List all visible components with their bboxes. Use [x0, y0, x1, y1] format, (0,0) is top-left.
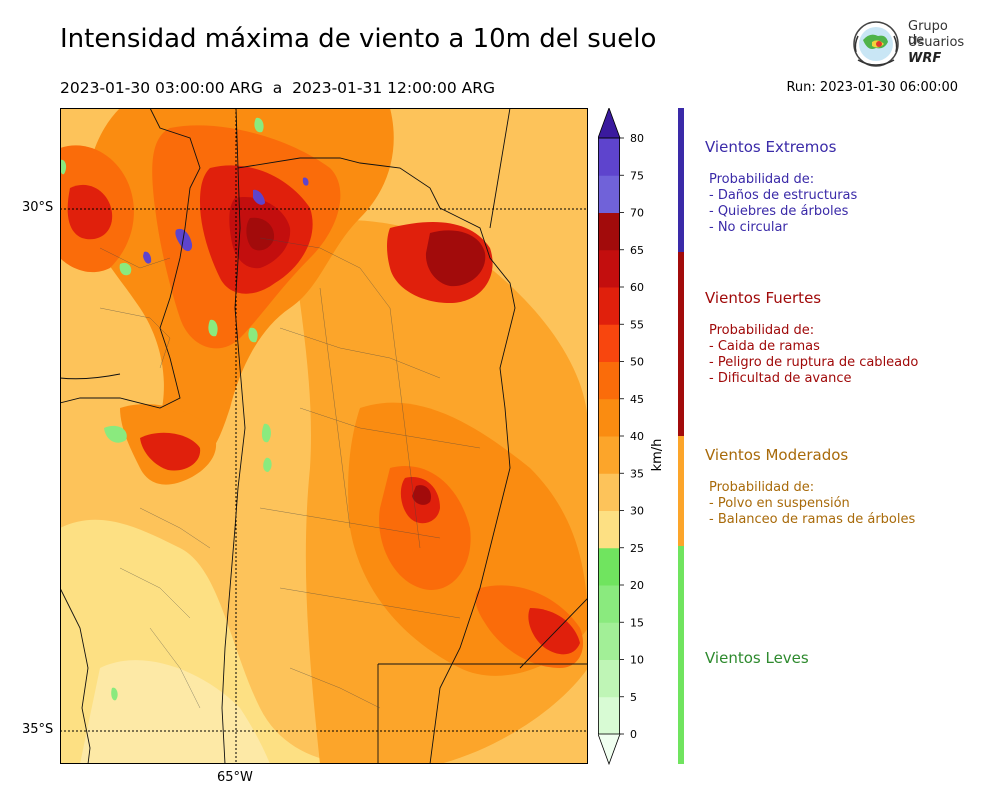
colorbar-tick-label: 10 — [630, 654, 644, 667]
colorbar-over-arrow — [598, 108, 621, 139]
legend-description-line: Probabilidad de: — [709, 172, 815, 187]
legend-description-line: - Peligro de ruptura de cableado — [709, 355, 919, 370]
globe-icon — [853, 21, 899, 67]
colorbar-segment — [598, 175, 620, 213]
colorbar-segment — [598, 585, 620, 623]
colorbar-segment — [598, 398, 620, 437]
legend-color-bar — [678, 436, 684, 546]
colorbar: 0 5 10 15 20 25 30 35 40 45 50 55 60 65 70 75 80 km/h — [598, 108, 665, 766]
colorbar-segment — [598, 510, 620, 549]
colorbar-segment — [598, 473, 620, 511]
colorbar-tick-label: 30 — [630, 505, 644, 518]
legend-description-line: - Daños de estructuras — [709, 188, 858, 203]
colorbar-tick-label: 50 — [630, 356, 644, 369]
colorbar-tick-label: 15 — [630, 616, 644, 629]
colorbar-segment — [598, 547, 620, 586]
chart-title: Intensidad máxima de viento a 10m del su… — [60, 24, 657, 54]
colorbar-tick-label: 45 — [630, 393, 644, 406]
colorbar-frame — [598, 137, 621, 735]
legend-color-bar — [678, 252, 684, 436]
colorbar-segment — [598, 361, 620, 400]
legend-description-line: - Polvo en suspensión — [709, 496, 850, 511]
legend-title: Vientos Moderados — [705, 446, 849, 464]
lon-label-65w: 65°W — [217, 770, 253, 785]
forecast-period: 2023-01-30 03:00:00 ARG a 2023-01-31 12:… — [60, 79, 496, 97]
legend-description-line: - Balanceo de ramas de árboles — [709, 512, 916, 527]
colorbar-tick-label: 20 — [630, 579, 644, 592]
colorbar-unit: km/h — [650, 439, 665, 472]
colorbar-tick-label: 80 — [630, 132, 644, 145]
legend-title: Vientos Leves — [705, 649, 809, 667]
lat-label-35s: 35°S — [22, 722, 54, 737]
logo-text-line1: Grupo de — [908, 19, 948, 48]
legend-title: Vientos Fuertes — [705, 289, 822, 307]
colorbar-tick-label: 0 — [630, 728, 637, 741]
colorbar-segment — [598, 324, 620, 362]
colorbar-segment — [598, 138, 620, 176]
colorbar-tick-label: 35 — [630, 467, 644, 480]
legend-description-line: Probabilidad de: — [709, 323, 815, 338]
colorbar-tick-label: 65 — [630, 244, 644, 257]
colorbar-segment — [598, 696, 620, 735]
wind-map — [60, 108, 588, 764]
colorbar-tick-label: 5 — [630, 691, 637, 704]
legend-description-line: - No circular — [709, 220, 788, 235]
colorbar-tick-label: 55 — [630, 318, 644, 331]
legend-description-line: - Dificultad de avance — [709, 371, 852, 386]
colorbar-tick-label: 40 — [630, 430, 644, 443]
legend-description-line: - Caida de ramas — [709, 339, 820, 354]
colorbar-ticks: 0 5 10 15 20 25 30 35 40 45 50 55 60 65 70 75 80 — [620, 132, 644, 741]
colorbar-segment — [598, 287, 620, 325]
legend-description-line: Probabilidad de: — [709, 480, 815, 495]
logo-text-line3: WRF — [908, 51, 942, 66]
legend-color-bar — [678, 108, 684, 252]
colorbar-tick-label: 60 — [630, 281, 644, 294]
colorbar-segments — [598, 108, 621, 766]
logo-text-line2: Usuarios — [908, 35, 965, 50]
run-time: Run: 2023-01-30 06:00:00 — [786, 80, 958, 95]
colorbar-segment — [598, 436, 620, 474]
colorbar-under-arrow — [598, 733, 621, 766]
legend-title: Vientos Extremos — [705, 138, 837, 156]
colorbar-tick-label: 70 — [630, 207, 644, 220]
colorbar-segment — [598, 212, 620, 251]
legend-description-line: - Quiebres de árboles — [709, 204, 849, 219]
colorbar-tick-label: 25 — [630, 542, 644, 555]
colorbar-segment — [598, 622, 620, 660]
wrf-logo: Grupo de Usuarios WRF — [848, 16, 968, 72]
lat-label-30s: 30°S — [22, 200, 54, 215]
colorbar-segment — [598, 659, 620, 698]
colorbar-segment — [598, 249, 620, 288]
legend-color-bar — [678, 546, 684, 764]
colorbar-tick-label: 75 — [630, 169, 644, 182]
